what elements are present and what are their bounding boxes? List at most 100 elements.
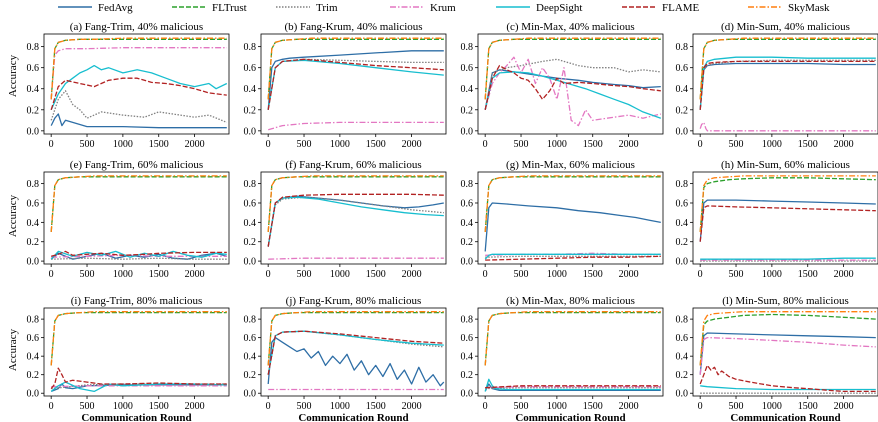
panel-h-frame — [692, 171, 878, 265]
panel-e-ytick-label: 0.4 — [27, 218, 40, 229]
panel-e-xtick-label: 2000 — [185, 269, 205, 280]
panel-l-ytick-label: 0.4 — [676, 352, 689, 363]
panel-i-series-group — [50, 311, 227, 393]
panel-f-ytick-label: 0.6 — [244, 198, 257, 209]
panel-a-title: (a) Fang-Trim, 40% malicious — [70, 21, 203, 33]
panel-c-xtick-label: 1500 — [583, 139, 603, 150]
panel-k-series-fltrust — [484, 311, 661, 366]
panel-d-frame — [692, 33, 878, 135]
panel-g-series-fedavg — [484, 202, 661, 252]
panel-h-series-group — [699, 175, 876, 262]
panel-i-ytick-label: 0.2 — [27, 370, 40, 381]
panel-e-series-krum — [51, 254, 227, 258]
panel-c: (c) Min-Max, 40% malicious 0.0 0.2 0.4 0.6 0.… — [461, 21, 664, 150]
panel-k-frame — [477, 307, 664, 397]
panel-i-ytick-label: 0.6 — [27, 333, 40, 344]
panel-d-xtick-label: 0 — [698, 139, 703, 150]
panel-h-series-deepsight — [700, 257, 876, 260]
panel-e-ytick-label: 0.8 — [27, 179, 40, 190]
panel-b-xtick-label: 0 — [266, 139, 271, 150]
panel-c-title: (c) Min-Max, 40% malicious — [506, 21, 634, 33]
panel-l-series-skymask — [699, 311, 876, 366]
panel-j-x-axis-label: Communication Round — [298, 412, 408, 422]
panel-a-series-skymask — [50, 37, 227, 100]
panel-j-frame — [260, 307, 447, 397]
panel-k-series-krum — [485, 386, 661, 389]
panel-c-series-group — [484, 37, 662, 127]
panel-f-series-group — [267, 175, 444, 260]
panel-j-xtick-label: 2000 — [402, 401, 422, 412]
panel-i-ytick-label: 0.8 — [27, 315, 40, 326]
panel-i-ytick-label: 0.4 — [27, 352, 40, 363]
legend-item-deepsight: DeepSight — [496, 2, 582, 14]
panel-i-series-flame — [50, 367, 227, 390]
panel-d-series-group — [699, 37, 876, 132]
panel-g-series-deepsight — [484, 253, 661, 260]
panel-l-series-krum — [699, 336, 876, 375]
legend-label-flame: FLAME — [662, 2, 700, 14]
panel-b-xtick-label: 1500 — [366, 139, 386, 150]
panel-i-xtick-label: 1000 — [113, 401, 133, 412]
panel-l-ytick-label: 0.6 — [676, 333, 689, 344]
panel-c-ytick-label: 0.2 — [461, 105, 474, 116]
panel-a-ytick-label: 0.8 — [27, 42, 40, 53]
panel-k-xtick-label: 500 — [514, 401, 529, 412]
panel-k-ytick-label: 0.6 — [461, 333, 474, 344]
panel-b: (b) Fang-Krum, 40% malicious 0.0 0.2 0.4 0.6… — [244, 21, 447, 150]
panel-c-series-krum — [484, 56, 661, 127]
panel-a-xtick-label: 1500 — [149, 139, 169, 150]
panel-g-title: (g) Min-Max, 60% malicious — [506, 159, 635, 171]
panel-h-ytick-label: 0.8 — [676, 179, 689, 190]
panel-d-ytick-label: 0.0 — [676, 126, 689, 137]
panel-l-series-flame — [699, 364, 876, 393]
panel-b-xtick-label: 1000 — [330, 139, 350, 150]
panel-l-series-fedavg — [699, 332, 876, 375]
panel-b-ytick-label: 0.2 — [244, 105, 257, 116]
panel-b-ytick-label: 0.6 — [244, 63, 257, 74]
panel-c-series-fltrust — [484, 38, 661, 100]
legend-item-skymask: SkyMask — [748, 2, 830, 14]
panel-b-ytick-label: 0.8 — [244, 42, 257, 53]
panel-e-frame — [43, 171, 230, 265]
panel-i: (i) Fang-Trim, 80% malicious 0.0 0.2 0.4 0.6… — [27, 295, 230, 422]
panel-h-series-flame — [699, 205, 876, 242]
panel-f-xtick-label: 500 — [297, 269, 312, 280]
panels: (a) Fang-Trim, 40% malicious 0.0 0.2 0.4 0.6… — [27, 21, 878, 422]
panel-l-series-group — [699, 311, 876, 394]
panel-f-series-flame — [267, 193, 444, 247]
panel-a-frame — [43, 33, 230, 135]
panel-k-series-deepsight — [484, 378, 661, 392]
panel-j-series-skymask — [267, 311, 444, 366]
panel-j-ytick-label: 0.4 — [244, 352, 257, 363]
panel-c-xtick-label: 1000 — [547, 139, 567, 150]
panel-l-ytick-label: 0.2 — [676, 370, 689, 381]
panel-k-title: (k) Min-Max, 80% malicious — [506, 295, 635, 307]
panel-e-ytick-label: 0.2 — [27, 237, 40, 248]
panel-d-ytick-label: 0.6 — [676, 63, 689, 74]
panel-c-frame — [477, 33, 664, 135]
panel-a-ytick-label: 0.2 — [27, 105, 40, 116]
panel-k-ytick-label: 0.4 — [461, 352, 474, 363]
panel-f-frame — [260, 171, 447, 265]
panel-a-series-fedavg — [50, 113, 227, 129]
legend-item-trim: Trim — [276, 2, 338, 14]
panel-f-series-trim — [267, 196, 444, 247]
panel-b-title: (b) Fang-Krum, 40% malicious — [284, 21, 422, 33]
panel-f-ytick-label: 0.8 — [244, 179, 257, 190]
panel-c-ytick-label: 0.6 — [461, 63, 474, 74]
panel-h-ytick-label: 0.6 — [676, 198, 689, 209]
panel-j-ytick-label: 0.0 — [244, 389, 257, 400]
panel-g-ytick-label: 0.6 — [461, 198, 474, 209]
panel-k-ytick-label: 0.2 — [461, 370, 474, 381]
panel-c-ytick-label: 0.0 — [461, 126, 474, 137]
panel-c-series-flame — [484, 64, 661, 110]
panel-j-xtick-label: 0 — [266, 401, 271, 412]
panel-i-series-fltrust — [50, 311, 227, 366]
panel-a-xtick-label: 0 — [49, 139, 54, 150]
panel-b-frame — [260, 33, 447, 135]
panel-k-xtick-label: 1500 — [583, 401, 603, 412]
panel-f-ytick-label: 0.4 — [244, 218, 257, 229]
panel-g-frame — [477, 171, 664, 265]
panel-d-ytick-label: 0.4 — [676, 84, 689, 95]
panel-k: (k) Min-Max, 80% malicious 0.0 0.2 0.4 0.6 0.… — [461, 295, 664, 422]
